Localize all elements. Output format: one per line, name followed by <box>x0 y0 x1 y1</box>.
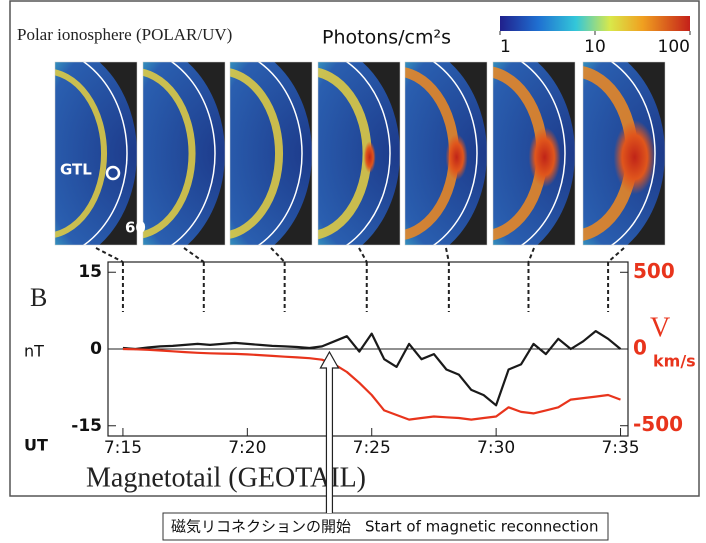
annotation-box <box>162 512 609 541</box>
panel-image <box>143 62 225 245</box>
panel-frame <box>142 61 226 246</box>
y2-unit: km/s <box>653 352 696 371</box>
y-tick-label: -15 <box>71 416 102 436</box>
auroral-bulge <box>613 120 656 195</box>
x-label: UT <box>24 436 48 455</box>
panel-frame <box>582 61 666 246</box>
y2-tick-label: 500 <box>633 259 675 283</box>
annotation-ja: 磁気リコネクションの開始 <box>171 518 351 536</box>
latitude-circle <box>82 62 128 245</box>
snapshot-connector <box>358 247 368 263</box>
latitude-circle <box>520 62 566 245</box>
aurora-panel <box>583 62 665 245</box>
colorbar-label: Photons/cm²s <box>322 27 451 49</box>
colorbar-tick-label: 100 <box>658 37 690 57</box>
colorbar-tick-label: 10 <box>584 37 606 57</box>
latitude-circle <box>345 62 391 245</box>
panel-frame <box>229 61 313 246</box>
panel-frame <box>404 61 488 246</box>
y-unit: nT <box>24 342 44 361</box>
y-tick-label: 0 <box>90 339 102 359</box>
colorbar-tick-label: 1 <box>500 37 511 57</box>
panel-image <box>230 62 312 245</box>
snapshot-connector <box>445 247 450 263</box>
panel-frame <box>317 61 401 246</box>
auroral-bulge <box>445 134 468 181</box>
auroral-oval <box>143 68 196 239</box>
latitude-circle <box>610 62 656 245</box>
auroral-oval <box>55 69 108 238</box>
panel-image <box>318 62 400 245</box>
x-tick-label: 7:30 <box>477 438 515 458</box>
aurora-panel <box>230 62 312 245</box>
aurora-panel <box>55 62 137 245</box>
aurora-panel <box>405 62 487 245</box>
x-tick-label: 7:35 <box>601 438 639 458</box>
aurora-panel <box>318 62 400 245</box>
panel-frame <box>492 61 576 246</box>
colorbar <box>500 16 690 31</box>
annotation-arrow <box>319 350 340 513</box>
snapshot-connector <box>607 247 625 263</box>
aurora-panel <box>143 62 225 245</box>
top-title: Polar ionosphere (POLAR/UV) <box>17 25 232 44</box>
latitude-circle <box>257 62 303 245</box>
y-label: B <box>30 283 47 312</box>
auroral-oval <box>230 68 284 239</box>
panel-frame <box>54 61 138 246</box>
x-tick-label: 7:25 <box>353 438 391 458</box>
snapshot-connector <box>95 247 124 263</box>
y2-tick-label: -500 <box>633 412 683 436</box>
snapshot-connector <box>270 247 286 263</box>
snapshot-connector <box>183 247 205 263</box>
series-line <box>122 330 622 407</box>
y2-label: V <box>650 312 670 343</box>
figure-border <box>9 0 700 497</box>
series-line <box>122 347 621 421</box>
x-tick-label: 7:15 <box>104 438 142 458</box>
panel-image <box>55 62 137 245</box>
y2-tick-label: 0 <box>633 336 647 360</box>
aurora-panels <box>54 61 666 312</box>
station-label: GTL <box>60 161 92 179</box>
station-marker <box>105 165 121 181</box>
x-tick-label: 7:20 <box>228 438 266 458</box>
snapshot-connector <box>527 247 535 263</box>
auroral-bulge <box>528 127 561 188</box>
auroral-bulge <box>363 141 376 174</box>
latitude-circle <box>432 62 478 245</box>
annotation-en: Start of magnetic reconnection <box>365 518 598 536</box>
y-tick-label: 15 <box>78 262 102 282</box>
latitude-label: 60 <box>125 219 146 237</box>
chart-title: Magnetotail (GEOTAIL) <box>86 462 366 493</box>
aurora-panel <box>493 62 575 245</box>
latitude-circle <box>170 62 216 245</box>
